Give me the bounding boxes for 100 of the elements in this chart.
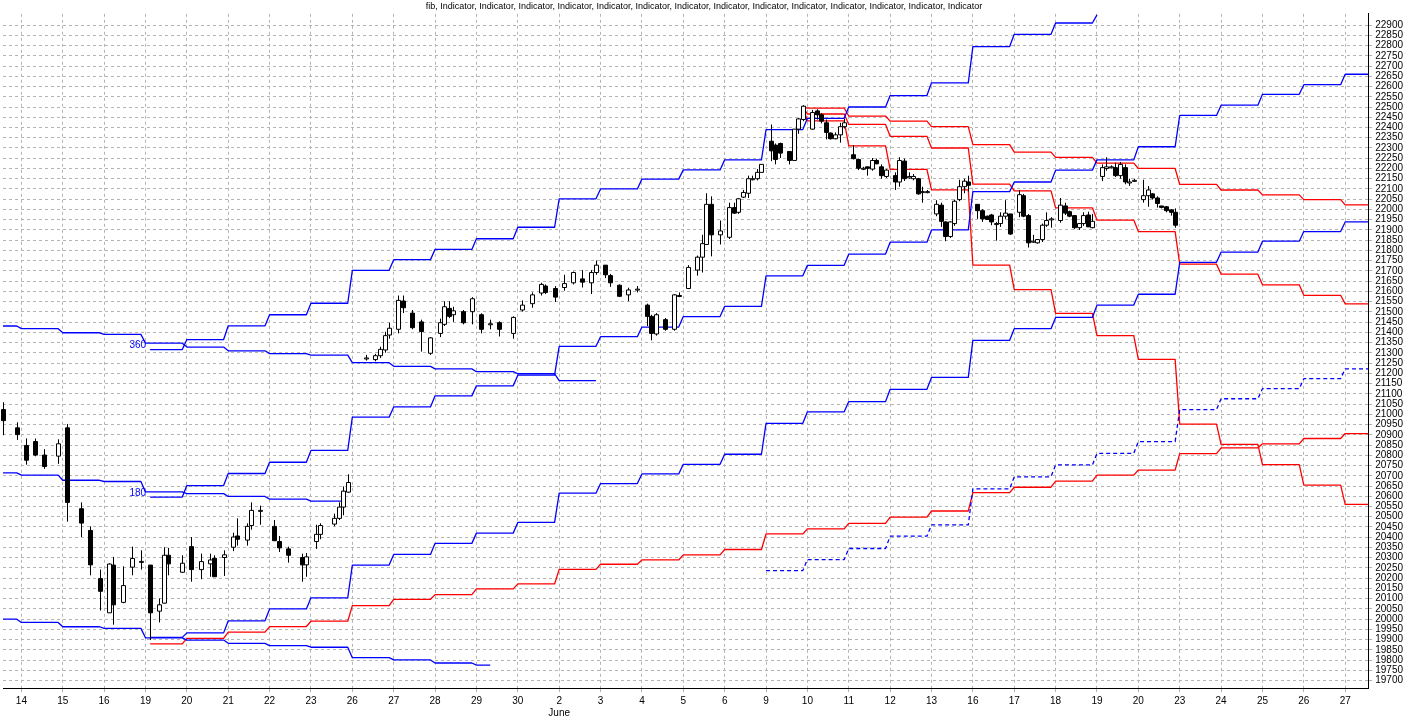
y-tick-label: 21400 xyxy=(1375,326,1404,338)
y-tick-label: 19950 xyxy=(1375,623,1404,635)
y-tick-label: 20700 xyxy=(1375,469,1404,481)
x-tick-label: 16 xyxy=(98,694,111,706)
y-tick-label: 22300 xyxy=(1375,141,1404,153)
x-tick-label: 19 xyxy=(1091,694,1103,706)
x-tick-label: 9 xyxy=(763,694,770,706)
y-tick-label: 19700 xyxy=(1375,674,1404,686)
y-tick-label: 22650 xyxy=(1375,70,1404,82)
y-tick-label: 20600 xyxy=(1375,490,1404,501)
y-tick-label: 20050 xyxy=(1375,602,1404,614)
x-tick-label: 23 xyxy=(305,694,317,706)
y-tick-label: 19800 xyxy=(1375,653,1404,665)
x-tick-label: 6 xyxy=(721,694,728,706)
y-tick-label: 21750 xyxy=(1375,254,1404,266)
y-tick-label: 20200 xyxy=(1375,571,1404,583)
y-tick-label: 20000 xyxy=(1375,612,1404,624)
y-tick-label: 20250 xyxy=(1375,561,1404,573)
y-tick-label: 22800 xyxy=(1375,39,1404,51)
y-tick-label: 21850 xyxy=(1375,233,1404,245)
x-tick-label: 24 xyxy=(1215,694,1228,706)
y-tick-label: 21200 xyxy=(1375,367,1404,379)
x-tick-label: 5 xyxy=(680,694,687,706)
y-tick-label: 22350 xyxy=(1375,131,1404,143)
y-tick-label: 21600 xyxy=(1375,285,1404,297)
y-tick-label: 22400 xyxy=(1375,121,1404,133)
x-tick-label: 13 xyxy=(925,694,938,706)
x-tick-label: 23 xyxy=(1174,694,1186,706)
x-tick-label: 25 xyxy=(1256,694,1269,706)
y-tick-label: 19750 xyxy=(1375,664,1404,676)
y-tick-label: 21950 xyxy=(1375,213,1404,225)
series-label: 360 xyxy=(129,339,147,351)
y-tick-label: 22700 xyxy=(1375,59,1404,71)
x-tick-label: 29 xyxy=(470,694,483,706)
y-tick-label: 22000 xyxy=(1375,203,1404,215)
y-tick-label: 22550 xyxy=(1375,90,1404,102)
y-tick-label: 20800 xyxy=(1375,449,1404,461)
y-tick-label: 21100 xyxy=(1375,387,1403,399)
x-tick-label: 4 xyxy=(639,694,646,706)
x-tick-label: 26 xyxy=(346,694,359,706)
x-tick-label: 15 xyxy=(57,694,69,706)
y-tick-label: 22200 xyxy=(1375,162,1404,174)
y-tick-label: 20750 xyxy=(1375,459,1404,471)
y-tick-label: 20150 xyxy=(1375,582,1404,594)
y-tick-label: 20900 xyxy=(1375,428,1404,440)
x-tick-label: 3 xyxy=(597,694,604,706)
x-tick-label: 2 June xyxy=(548,694,571,718)
y-tick-label: 21350 xyxy=(1375,336,1404,348)
y-tick-label: 22600 xyxy=(1375,80,1404,92)
y-tick-label: 19850 xyxy=(1375,643,1404,655)
x-tick-label: 22 xyxy=(264,694,276,706)
y-tick-label: 21800 xyxy=(1375,244,1404,256)
x-tick-label: 30 xyxy=(512,694,524,706)
x-tick-label: 20 xyxy=(181,694,193,706)
x-tick-label: 10 xyxy=(801,694,814,706)
y-tick-label: 22100 xyxy=(1375,182,1404,194)
y-tick-label: 21300 xyxy=(1375,346,1404,358)
y-tick-label: 21550 xyxy=(1375,295,1404,307)
y-tick-label: 20400 xyxy=(1375,530,1404,542)
y-tick-label: 19900 xyxy=(1375,633,1404,645)
x-tick-label: 16 xyxy=(967,694,979,706)
x-tick-label: 27 xyxy=(388,694,400,706)
y-tick-label: 21650 xyxy=(1375,274,1404,286)
y-tick-label: 20650 xyxy=(1375,479,1404,491)
y-tick-label: 22150 xyxy=(1375,172,1404,184)
y-tick-label: 21700 xyxy=(1375,264,1404,276)
y-tick-label: 22500 xyxy=(1375,100,1404,112)
y-tick-label: 21500 xyxy=(1375,305,1404,317)
x-tick-label: 17 xyxy=(1008,694,1021,706)
y-tick-label: 21450 xyxy=(1375,315,1404,327)
y-tick-label: 22450 xyxy=(1375,111,1404,123)
series-label: 180 xyxy=(129,486,147,498)
x-tick-label: 14 xyxy=(15,694,28,706)
x-tick-label: 20 xyxy=(1132,694,1145,706)
y-tick-label: 22250 xyxy=(1375,151,1404,163)
y-tick-label: 22850 xyxy=(1375,29,1404,41)
y-tick-label: 21250 xyxy=(1375,356,1404,368)
x-tick-label: 26 xyxy=(1298,694,1310,706)
y-tick-label: 20500 xyxy=(1375,510,1404,522)
y-tick-label: 22050 xyxy=(1375,192,1404,204)
chart-title: fib, Indicator, Indicator, Indicator, Indicator, Indicator, Indicator, Indicator, Indicator, Indicator, Indicator, Indicator, Indicator, Indicator, Indicator xyxy=(425,0,983,11)
y-tick-label: 20450 xyxy=(1375,520,1404,532)
x-tick-label: 28 xyxy=(429,694,442,706)
y-tick-label: 20350 xyxy=(1375,541,1404,553)
y-tick-label: 22750 xyxy=(1375,49,1404,61)
x-tick-label: 12 xyxy=(884,694,897,706)
y-tick-label: 21150 xyxy=(1375,377,1403,389)
x-tick-label: 18 xyxy=(1050,694,1062,706)
y-tick-label: 21050 xyxy=(1375,397,1404,409)
x-tick-label: 19 xyxy=(139,694,152,706)
y-tick-label: 20100 xyxy=(1375,592,1404,604)
x-tick-label: 21 xyxy=(222,694,235,706)
y-tick-label: 21900 xyxy=(1375,223,1404,235)
x-tick-label: 11 xyxy=(843,694,855,706)
y-tick-label: 20850 xyxy=(1375,438,1404,450)
y-tick-label: 21000 xyxy=(1375,408,1404,420)
y-tick-label: 20300 xyxy=(1375,551,1404,563)
x-tick-label: 27 xyxy=(1339,694,1352,706)
y-tick-label: 20550 xyxy=(1375,500,1404,512)
y-tick-label: 22900 xyxy=(1375,18,1404,30)
